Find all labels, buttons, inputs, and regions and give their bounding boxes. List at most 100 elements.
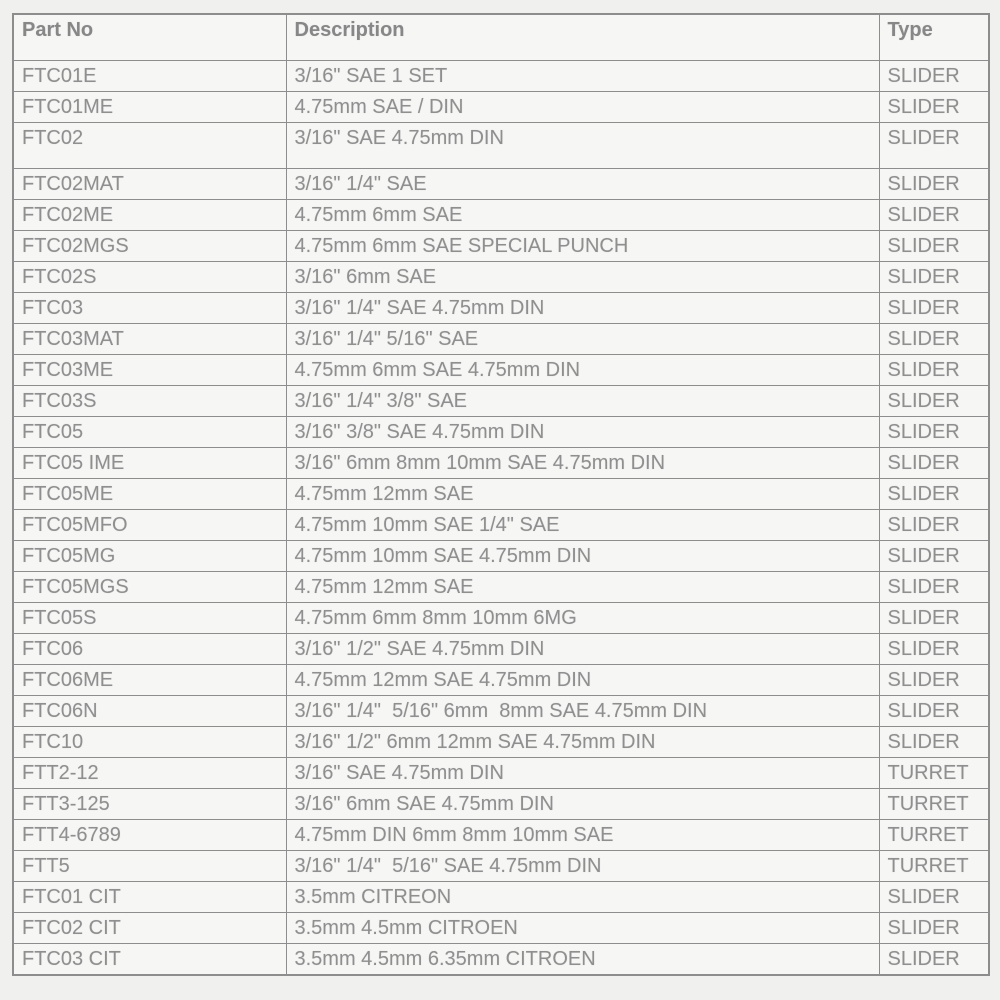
table-row: FTC03MAT 3/16" 1/4" 5/16" SAE SLIDER [12,323,990,355]
table-row: FTC02ME 4.75mm 6mm SAE SLIDER [12,199,990,231]
type-cell: SLIDER [878,602,990,634]
table-row: FTC05MG 4.75mm 10mm SAE 4.75mm DIN SLIDER [12,540,990,572]
description-cell: 3/16" SAE 1 SET [285,60,880,92]
table-row: FTC03 3/16" 1/4" SAE 4.75mm DIN SLIDER [12,292,990,324]
part-no-cell: FTC06N [12,695,287,727]
table-row: FTC03ME 4.75mm 6mm SAE 4.75mm DIN SLIDER [12,354,990,386]
description-cell: 3/16" 1/4" 5/16" 6mm 8mm SAE 4.75mm DIN [285,695,880,727]
part-no-cell: FTC05ME [12,478,287,510]
table-row: FTC02 CIT 3.5mm 4.5mm CITROEN SLIDER [12,912,990,944]
part-no-cell: FTC05 IME [12,447,287,479]
description-cell: 3/16" 3/8" SAE 4.75mm DIN [285,416,880,448]
part-no-cell: FTC03 [12,292,287,324]
description-cell: 3/16" 1/4" 3/8" SAE [285,385,880,417]
table-row: FTC05MFO 4.75mm 10mm SAE 1/4" SAE SLIDER [12,509,990,541]
part-no-cell: FTC03 CIT [12,943,287,976]
description-cell: 3/16" 1/4" SAE [285,168,880,200]
type-cell: TURRET [878,819,990,851]
type-cell: SLIDER [878,478,990,510]
part-no-cell: FTC02ME [12,199,287,231]
description-cell: 3/16" 1/4" 5/16" SAE 4.75mm DIN [285,850,880,882]
table-row: FTC02MAT 3/16" 1/4" SAE SLIDER [12,168,990,200]
part-no-cell: FTC05MFO [12,509,287,541]
type-cell: TURRET [878,850,990,882]
type-cell: SLIDER [878,354,990,386]
table-header-row: Part No Description Type [12,13,990,61]
part-no-cell: FTC03ME [12,354,287,386]
table-row: FTC03S 3/16" 1/4" 3/8" SAE SLIDER [12,385,990,417]
description-cell: 4.75mm 12mm SAE [285,571,880,603]
part-no-cell: FTC06 [12,633,287,665]
part-no-cell: FTC01E [12,60,287,92]
part-no-cell: FTC02 [12,122,287,169]
description-cell: 3/16" 6mm SAE [285,261,880,293]
table-row: FTC01 CIT 3.5mm CITREON SLIDER [12,881,990,913]
table-row: FTC05 3/16" 3/8" SAE 4.75mm DIN SLIDER [12,416,990,448]
part-no-cell: FTC06ME [12,664,287,696]
table-row: FTC05ME 4.75mm 12mm SAE SLIDER [12,478,990,510]
type-cell: SLIDER [878,292,990,324]
table-row: FTT5 3/16" 1/4" 5/16" SAE 4.75mm DIN TURRE… [12,850,990,882]
table-row: FTT4-6789 4.75mm DIN 6mm 8mm 10mm SAE TURR… [12,819,990,851]
description-cell: 4.75mm 12mm SAE 4.75mm DIN [285,664,880,696]
table-row: FTC02 3/16" SAE 4.75mm DIN SLIDER [12,122,990,169]
description-cell: 3.5mm CITREON [285,881,880,913]
type-cell: SLIDER [878,168,990,200]
table-row: FTC02S 3/16" 6mm SAE SLIDER [12,261,990,293]
type-cell: SLIDER [878,664,990,696]
parts-table: Part No Description Type FTC01E 3/16" SAE… [12,13,990,976]
description-cell: 3/16" 6mm 8mm 10mm SAE 4.75mm DIN [285,447,880,479]
page-content: Part No Description Type FTC01E 3/16" SAE… [12,13,990,976]
table-row: FTC06N 3/16" 1/4" 5/16" 6mm 8mm SAE 4.75m… [12,695,990,727]
type-cell: SLIDER [878,881,990,913]
type-cell: SLIDER [878,633,990,665]
type-cell: SLIDER [878,416,990,448]
type-cell: SLIDER [878,261,990,293]
type-cell: SLIDER [878,726,990,758]
table-row: FTC05S 4.75mm 6mm 8mm 10mm 6MG SLIDER [12,602,990,634]
table-row: FTC05MGS 4.75mm 12mm SAE SLIDER [12,571,990,603]
part-no-cell: FTC05S [12,602,287,634]
type-cell: SLIDER [878,912,990,944]
description-cell: 4.75mm 12mm SAE [285,478,880,510]
table-row: FTT2-12 3/16" SAE 4.75mm DIN TURRET [12,757,990,789]
type-cell: TURRET [878,757,990,789]
description-cell: 3/16" 1/2" SAE 4.75mm DIN [285,633,880,665]
description-cell: 3/16" 1/4" SAE 4.75mm DIN [285,292,880,324]
type-cell: SLIDER [878,509,990,541]
type-cell: SLIDER [878,540,990,572]
column-header-description: Description [285,13,880,61]
type-cell: SLIDER [878,60,990,92]
description-cell: 3/16" 1/4" 5/16" SAE [285,323,880,355]
part-no-cell: FTT5 [12,850,287,882]
table-row: FTC05 IME 3/16" 6mm 8mm 10mm SAE 4.75mm D… [12,447,990,479]
part-no-cell: FTC03MAT [12,323,287,355]
table-row: FTC03 CIT 3.5mm 4.5mm 6.35mm CITROEN SLIDE… [12,943,990,976]
part-no-cell: FTC05 [12,416,287,448]
table-row: FTC01E 3/16" SAE 1 SET SLIDER [12,60,990,92]
table-row: FTC01ME 4.75mm SAE / DIN SLIDER [12,91,990,123]
description-cell: 3/16" 6mm SAE 4.75mm DIN [285,788,880,820]
description-cell: 3.5mm 4.5mm 6.35mm CITROEN [285,943,880,976]
type-cell: SLIDER [878,385,990,417]
description-cell: 4.75mm SAE / DIN [285,91,880,123]
description-cell: 3/16" SAE 4.75mm DIN [285,122,880,169]
table-row: FTC06ME 4.75mm 12mm SAE 4.75mm DIN SLIDER [12,664,990,696]
part-no-cell: FTC01ME [12,91,287,123]
description-cell: 4.75mm 10mm SAE 4.75mm DIN [285,540,880,572]
part-no-cell: FTC02 CIT [12,912,287,944]
type-cell: TURRET [878,788,990,820]
type-cell: SLIDER [878,943,990,976]
type-cell: SLIDER [878,91,990,123]
type-cell: SLIDER [878,122,990,169]
type-cell: SLIDER [878,447,990,479]
part-no-cell: FTT4-6789 [12,819,287,851]
part-no-cell: FTT2-12 [12,757,287,789]
part-no-cell: FTC10 [12,726,287,758]
description-cell: 3/16" SAE 4.75mm DIN [285,757,880,789]
column-header-type: Type [878,13,990,61]
part-no-cell: FTT3-125 [12,788,287,820]
type-cell: SLIDER [878,571,990,603]
part-no-cell: FTC02S [12,261,287,293]
description-cell: 4.75mm DIN 6mm 8mm 10mm SAE [285,819,880,851]
